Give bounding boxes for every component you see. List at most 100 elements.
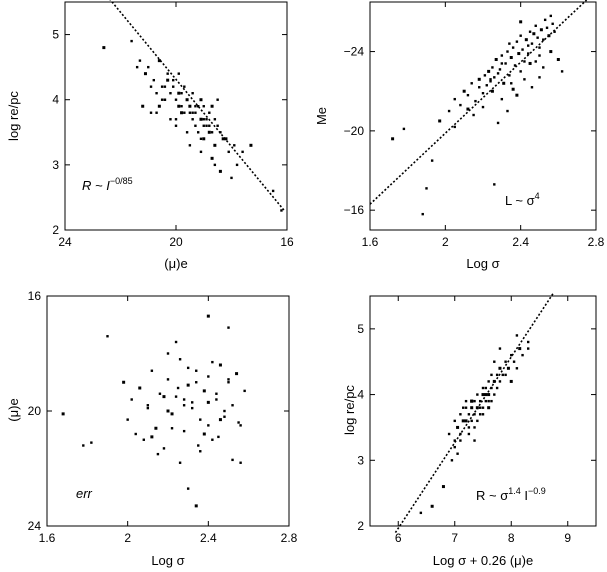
- data-point: [556, 57, 560, 61]
- data-point: [170, 412, 174, 416]
- data-point: [510, 82, 513, 85]
- data-point: [500, 54, 504, 57]
- data-point: [490, 373, 493, 377]
- data-point: [199, 418, 202, 421]
- panel-d-annotation-base2: I: [521, 488, 528, 503]
- data-point: [202, 432, 206, 436]
- data-point: [487, 380, 490, 383]
- panel-b-xtick-label: 1.6: [362, 235, 379, 249]
- data-point: [515, 367, 519, 370]
- data-point: [472, 113, 475, 117]
- panel-d-xtick-label: 9: [564, 531, 571, 545]
- panel-b-annotation-base: L ~ σ: [505, 193, 535, 208]
- data-point: [138, 59, 142, 62]
- data-point: [194, 105, 197, 108]
- data-point: [177, 104, 181, 108]
- data-point: [517, 52, 521, 56]
- data-point: [216, 124, 219, 127]
- data-point: [534, 60, 537, 63]
- data-point: [241, 150, 244, 154]
- data-point: [142, 438, 145, 441]
- data-point: [213, 118, 217, 121]
- data-point: [176, 386, 180, 390]
- data-point: [473, 413, 476, 416]
- data-point: [166, 378, 170, 381]
- data-point: [464, 406, 468, 409]
- data-point: [102, 46, 106, 50]
- data-point: [239, 461, 242, 464]
- data-point: [549, 50, 553, 54]
- data-point: [459, 432, 462, 436]
- data-point: [218, 418, 222, 422]
- data-point: [174, 124, 178, 127]
- data-point: [194, 504, 198, 508]
- data-point: [202, 105, 205, 108]
- data-point: [498, 380, 502, 383]
- panel-d-fit-line: [394, 292, 555, 534]
- data-point: [481, 92, 485, 95]
- panel-a-annotation: R ~ I−0/85: [82, 176, 133, 193]
- panel-d: 6 7 8 9 2 3 4 5 R ~ σ1.4 I−0.9 Log σ + 0.26 (μ)…: [342, 292, 597, 568]
- data-point: [502, 81, 506, 85]
- data-point: [527, 44, 530, 47]
- data-point: [560, 70, 564, 73]
- data-point: [172, 85, 175, 88]
- data-point: [487, 69, 491, 73]
- data-point: [152, 78, 155, 82]
- data-point: [231, 458, 234, 462]
- panel-d-annotation-base1: R ~ σ: [476, 488, 508, 503]
- data-point: [534, 24, 537, 27]
- data-point: [509, 56, 513, 60]
- panel-b-ytick-label: −24: [344, 45, 365, 59]
- data-point: [476, 393, 479, 396]
- data-point: [90, 441, 93, 444]
- data-point: [182, 398, 186, 401]
- panel-b-frame: [369, 1, 597, 231]
- data-point: [461, 419, 465, 423]
- data-point: [177, 91, 181, 95]
- data-point: [183, 85, 186, 88]
- data-point: [160, 98, 164, 101]
- panel-c-xtick-label: 1.6: [39, 531, 56, 545]
- data-point: [528, 61, 532, 65]
- data-point: [199, 98, 203, 102]
- data-point: [508, 74, 511, 77]
- data-point: [205, 118, 208, 121]
- data-point: [163, 98, 167, 101]
- data-point: [551, 22, 554, 26]
- data-point: [508, 42, 511, 45]
- data-point: [528, 30, 532, 33]
- data-point: [206, 314, 210, 318]
- data-point: [191, 92, 194, 95]
- data-point: [178, 358, 182, 361]
- data-point: [519, 70, 522, 73]
- data-point: [243, 389, 246, 393]
- data-point: [519, 20, 523, 24]
- panel-a-points: [102, 39, 283, 212]
- data-point: [470, 399, 474, 403]
- data-point: [527, 52, 530, 55]
- data-point: [162, 447, 166, 450]
- panel-b-ylabel: Me: [314, 107, 329, 125]
- data-point: [466, 107, 470, 111]
- data-point: [543, 18, 547, 22]
- data-point: [106, 335, 109, 338]
- data-point: [239, 424, 242, 427]
- data-point: [185, 98, 189, 102]
- data-point: [191, 111, 194, 114]
- data-point: [208, 111, 211, 114]
- data-point: [210, 104, 214, 108]
- data-point: [464, 419, 468, 423]
- data-point: [491, 66, 494, 69]
- data-point: [223, 415, 226, 418]
- data-point: [501, 373, 504, 377]
- data-point: [532, 32, 536, 36]
- data-point: [487, 393, 491, 397]
- data-point: [462, 89, 466, 93]
- data-point: [493, 393, 496, 396]
- data-point: [489, 80, 492, 83]
- data-point: [208, 124, 211, 127]
- panel-c-ytick-label: 20: [28, 404, 42, 418]
- data-point: [475, 406, 479, 410]
- panel-d-ytick-label: 4: [357, 388, 364, 402]
